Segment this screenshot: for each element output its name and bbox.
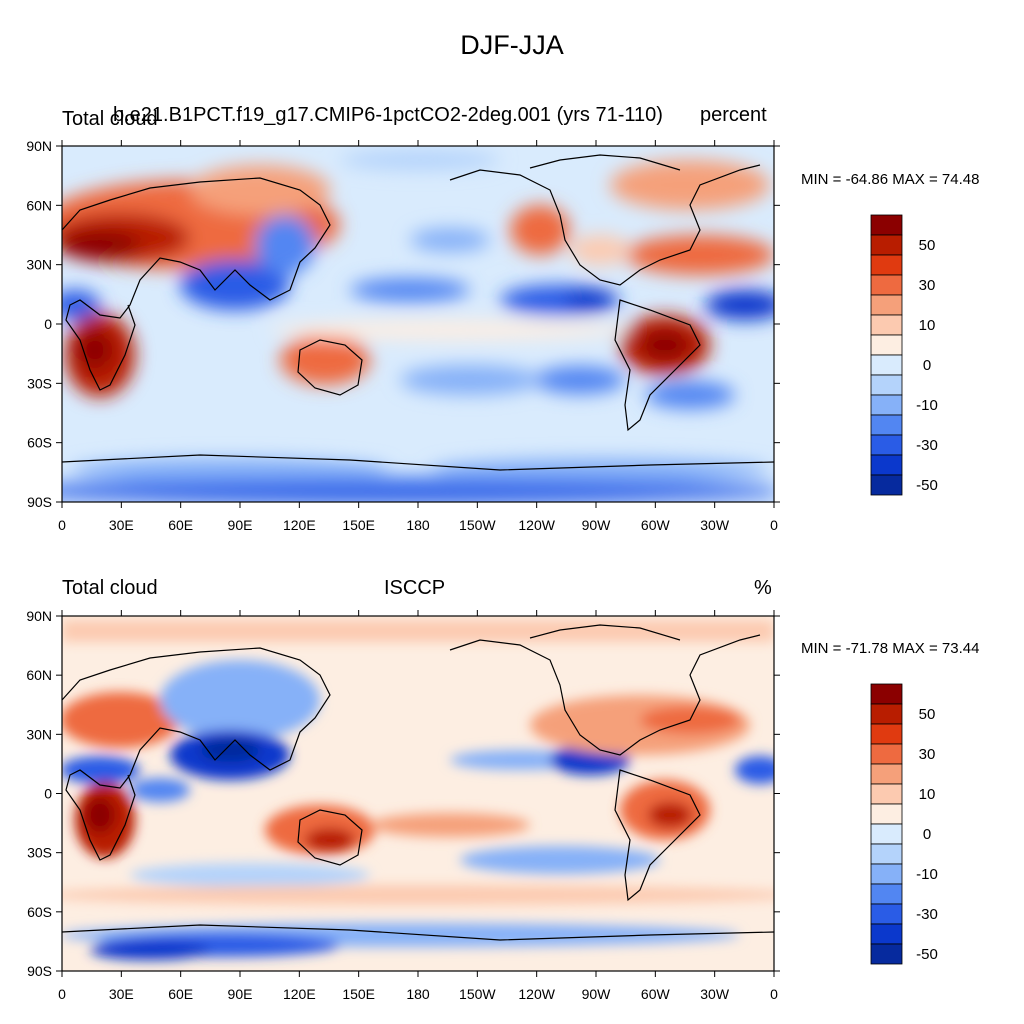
- panel2-xtick-label: 120E: [283, 986, 316, 1002]
- panel1-xtick-label: 30W: [700, 517, 730, 533]
- panel2-xtick-label: 90E: [228, 986, 253, 1002]
- panel1-ytick-label: 90N: [26, 138, 52, 154]
- panel1-xtick-label: 60E: [168, 517, 193, 533]
- panel1-colorbar-swatch: [870, 474, 903, 496]
- panel1-colorbar-swatch: [870, 354, 903, 376]
- panel1-ytick-label: 60N: [26, 197, 52, 213]
- panel1-ytick-label: 0: [44, 316, 52, 332]
- panel2-colorbar-swatch: [870, 923, 903, 945]
- panel1-colorbar-label: 30: [919, 277, 936, 294]
- panel1-xtick-label: 90W: [582, 517, 612, 533]
- panel2-ytick-label: 30S: [27, 845, 52, 861]
- panel1-minmax: MIN = -64.86 MAX = 74.48: [801, 171, 980, 188]
- panel2-xtick-label: 30W: [700, 986, 730, 1002]
- panel2-xtick-label: 0: [770, 986, 778, 1002]
- panel2-map: [61, 615, 775, 972]
- panel2-colorbar-swatch: [870, 843, 903, 865]
- panel1-xtick-label: 30E: [109, 517, 134, 533]
- panel2-colorbar-swatch: [870, 783, 903, 805]
- panel2-xtick-label: 60E: [168, 986, 193, 1002]
- panel2-colorbar-label: -10: [916, 866, 938, 883]
- panel1-colorbar-label: 10: [919, 317, 936, 334]
- panel2-colorbar-swatch: [870, 883, 903, 905]
- panel1-colorbar-label: -10: [916, 397, 938, 414]
- panel1-colorbar-swatch: [870, 274, 903, 296]
- panel2-colorbar-swatch: [870, 903, 903, 925]
- panel2-xtick-label: 30E: [109, 986, 134, 1002]
- panel2-xtick-label: 120W: [518, 986, 555, 1002]
- panel2-colorbar-swatch: [870, 743, 903, 765]
- panel1-colorbar-label: 50: [919, 237, 936, 254]
- panel2-colorbar-swatch: [870, 703, 903, 725]
- panel1-xtick-label: 0: [58, 517, 66, 533]
- panel2-colorbar-label: 0: [923, 826, 931, 843]
- panel2-ytick-label: 30N: [26, 726, 52, 742]
- panel1-colorbar-swatch: [870, 414, 903, 436]
- panel1-colorbar-swatch: [870, 294, 903, 316]
- panel1-xtick-label: 90E: [228, 517, 253, 533]
- panel1-right-title: percent: [700, 104, 767, 126]
- panel2-xtick-label: 90W: [582, 986, 612, 1002]
- panel1-xtick-label: 120E: [283, 517, 316, 533]
- panel1-xtick-label: 150E: [342, 517, 375, 533]
- panel2-colorbar-swatch: [870, 823, 903, 845]
- panel2-coastlines: [62, 624, 774, 941]
- panel1-ytick-label: 30S: [27, 375, 52, 391]
- panel1-colorbar-swatch: [870, 334, 903, 356]
- panel2-xtick-label: 150E: [342, 986, 375, 1002]
- panel2-ytick-label: 0: [44, 786, 52, 802]
- panel2-colorbar-label: -50: [916, 946, 938, 963]
- panel1-colorbar-label: -30: [916, 437, 938, 454]
- panel1-colorbar-swatch: [870, 434, 903, 456]
- panel2-xtick-label: 150W: [459, 986, 496, 1002]
- panel1-coastlines: [62, 154, 774, 471]
- panel1-colorbar-swatch: [870, 374, 903, 396]
- panel1-colorbar-swatch: [870, 314, 903, 336]
- panel1-xtick-label: 150W: [459, 517, 496, 533]
- panel1-ytick-label: 30N: [26, 257, 52, 273]
- panel1-xtick-label: 60W: [641, 517, 671, 533]
- panel1-left-title: Total cloud: [62, 108, 158, 130]
- panel2-center-title: ISCCP: [384, 577, 446, 599]
- panel2-colorbar-label: 10: [919, 786, 936, 803]
- panel2-ytick-label: 90S: [27, 963, 52, 979]
- panel2-colorbar-swatch: [870, 943, 903, 965]
- panel2-colorbar-swatch: [870, 803, 903, 825]
- panel2-xtick-label: 60W: [641, 986, 671, 1002]
- panel2-ytick-label: 90N: [26, 608, 52, 624]
- panel1-colorbar-swatch: [870, 454, 903, 476]
- panel2-ytick-label: 60N: [26, 667, 52, 683]
- panel1-ytick-label: 90S: [27, 494, 52, 510]
- panel1-ytick-label: 60S: [27, 435, 52, 451]
- panel2-colorbar-label: 30: [919, 746, 936, 763]
- panel2-left-title: Total cloud: [62, 577, 158, 599]
- colorbars: 50 30 10 0 -10 -30 -50 50 30 10 0 -10 -30 -50: [870, 214, 938, 965]
- panel2-right-title: %: [754, 577, 772, 599]
- panel1-center-title: b.e21.B1PCT.f19_g17.CMIP6-1pctCO2-2deg.0…: [113, 104, 663, 126]
- panel2-colorbar-swatch: [870, 763, 903, 785]
- panel2-colorbar-swatch: [870, 683, 903, 705]
- panel1-colorbar-swatch: [870, 234, 903, 256]
- panel1-xtick-label: 0: [770, 517, 778, 533]
- panel1-colorbar-label: -50: [916, 477, 938, 494]
- panel2-ytick-label: 60S: [27, 904, 52, 920]
- panel2-minmax: MIN = -71.78 MAX = 73.44: [801, 640, 980, 657]
- panel1-xtick-label: 120W: [518, 517, 555, 533]
- panel2-xtick-label: 180: [406, 986, 430, 1002]
- panel1-colorbar-swatch: [870, 394, 903, 416]
- axis-ticks: 90N 60N 30N 0 30S 60S 90S 0 30E 60E 90E 120E 150E 180…: [26, 138, 780, 1002]
- panel2-colorbar-label: 50: [919, 706, 936, 723]
- panel1-colorbar-label: 0: [923, 357, 931, 374]
- panel1-xtick-label: 180: [406, 517, 430, 533]
- figure-title: DJF-JJA: [460, 30, 564, 60]
- panel1-map: [61, 145, 775, 503]
- panel2-colorbar-swatch: [870, 863, 903, 885]
- panel1-colorbar-swatch: [870, 254, 903, 276]
- panel2-colorbar-label: -30: [916, 906, 938, 923]
- panel2-xtick-label: 0: [58, 986, 66, 1002]
- panel1-colorbar-swatch: [870, 214, 903, 236]
- panel2-colorbar-swatch: [870, 723, 903, 745]
